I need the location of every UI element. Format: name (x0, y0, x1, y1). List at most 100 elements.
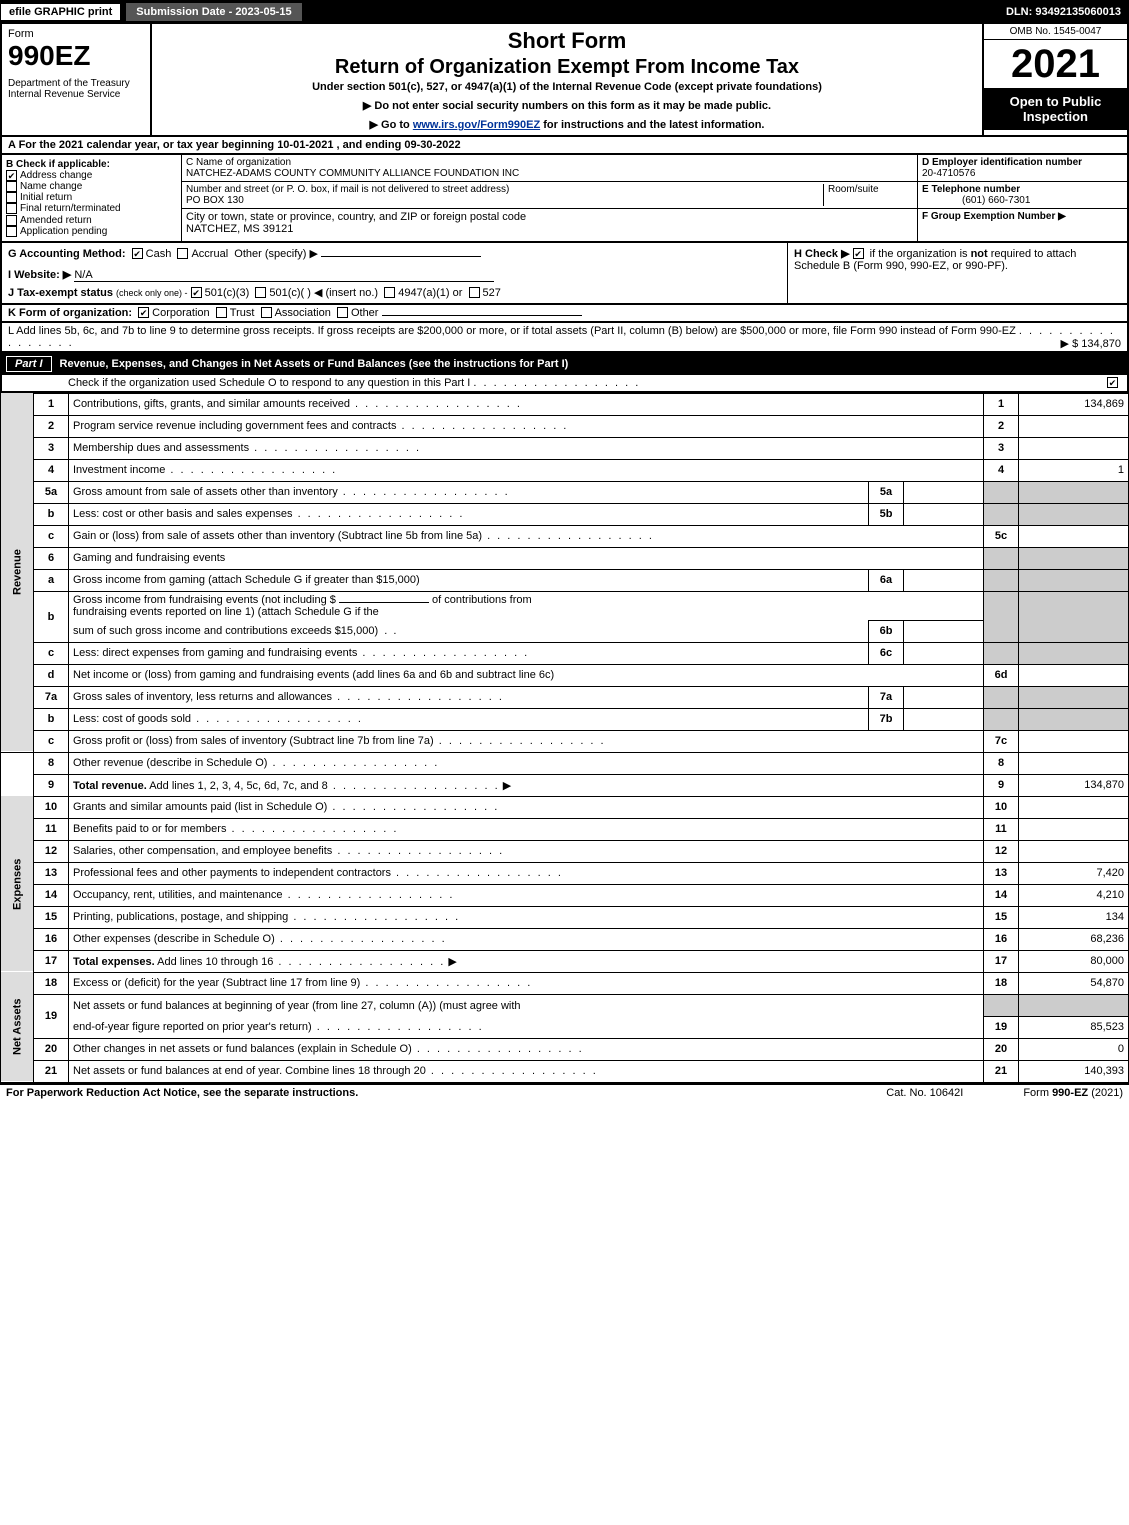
chk-final-label: Final return/terminated (20, 204, 121, 215)
row-4: 4 Investment income 4 1 (1, 459, 1129, 481)
desc-19b: end-of-year figure reported on prior yea… (73, 1021, 312, 1033)
footer-left: For Paperwork Reduction Act Notice, see … (6, 1087, 358, 1099)
j-4947: 4947(a)(1) or (398, 287, 462, 299)
ln-9: 9 (34, 774, 69, 796)
desc-6b-1: Gross income from fundraising events (no… (73, 594, 336, 606)
row-7a: 7a Gross sales of inventory, less return… (1, 686, 1129, 708)
chk-final[interactable] (6, 203, 17, 214)
desc-5b: Less: cost or other basis and sales expe… (73, 508, 293, 520)
ln-19: 19 (34, 994, 69, 1038)
phone-label: E Telephone number (922, 184, 1020, 195)
expenses-label: Expenses (1, 796, 34, 972)
amt-1: 134,869 (1019, 393, 1129, 415)
chk-h[interactable]: ✔ (853, 248, 864, 259)
chk-cash[interactable]: ✔ (132, 248, 143, 259)
chk-501c[interactable] (255, 287, 266, 298)
part-i-check-text: Check if the organization used Schedule … (68, 377, 470, 389)
amt-14: 4,210 (1019, 884, 1129, 906)
iamt-5a (904, 481, 984, 503)
warning-goto: ▶ Go to www.irs.gov/Form990EZ for instru… (160, 118, 974, 131)
g-other-label: Other (specify) ▶ (234, 248, 318, 260)
k-trust: Trust (230, 307, 255, 319)
chk-name[interactable] (6, 181, 17, 192)
row-14: 14 Occupancy, rent, utilities, and maint… (1, 884, 1129, 906)
box-3: 3 (984, 437, 1019, 459)
desc-21: Net assets or fund balances at end of ye… (73, 1065, 426, 1077)
amt-18: 54,870 (1019, 972, 1129, 994)
desc-14: Occupancy, rent, utilities, and maintena… (73, 889, 283, 901)
chk-4947[interactable] (384, 287, 395, 298)
row-19a: 19 Net assets or fund balances at beginn… (1, 994, 1129, 1016)
irs-label: Internal Revenue Service (8, 89, 144, 100)
k-corp: Corporation (152, 307, 209, 319)
chk-trust[interactable] (216, 307, 227, 318)
row-20: 20 Other changes in net assets or fund b… (1, 1038, 1129, 1060)
ln-5c: c (34, 525, 69, 547)
ln-6d: d (34, 664, 69, 686)
row-5a: 5a Gross amount from sale of assets othe… (1, 481, 1129, 503)
website-value: N/A (74, 269, 494, 282)
row-17: 17 Total expenses. Add lines 10 through … (1, 950, 1129, 972)
ln-8: 8 (34, 752, 69, 774)
k-other-input[interactable] (382, 315, 582, 316)
chk-amended-label: Amended return (20, 215, 92, 226)
row-11: 11 Benefits paid to or for members 11 (1, 818, 1129, 840)
chk-cash-label: Cash (146, 248, 172, 260)
chk-initial-label: Initial return (20, 192, 72, 203)
ln-6: 6 (34, 547, 69, 569)
chk-assoc[interactable] (261, 307, 272, 318)
amt-11 (1019, 818, 1129, 840)
form-number: 990EZ (8, 40, 144, 72)
irs-link[interactable]: www.irs.gov/Form990EZ (413, 119, 540, 131)
desc-1: Contributions, gifts, grants, and simila… (73, 398, 350, 410)
chk-527[interactable] (469, 287, 480, 298)
chk-pending[interactable] (6, 226, 17, 237)
chk-initial[interactable] (6, 192, 17, 203)
ln-15: 15 (34, 906, 69, 928)
line-h: H Check ▶ ✔ if the organization is not r… (787, 243, 1127, 303)
line-i: I Website: ▶ N/A (8, 268, 781, 282)
g-other-input[interactable] (321, 256, 481, 257)
iamt-6c (904, 642, 984, 664)
org-name-label: C Name of organization (186, 157, 291, 168)
dln: DLN: 93492135060013 (1006, 6, 1129, 18)
chk-accrual[interactable] (177, 248, 188, 259)
box-1: 1 (984, 393, 1019, 415)
amt-7c (1019, 730, 1129, 752)
g-i-j-col: G Accounting Method: ✔Cash Accrual Other… (2, 243, 787, 303)
desc-7b: Less: cost of goods sold (73, 713, 191, 725)
chk-accrual-label: Accrual (191, 248, 228, 260)
amt-9: 134,870 (1019, 774, 1129, 796)
ibox-6b: 6b (869, 620, 904, 642)
ln-1: 1 (34, 393, 69, 415)
g-label: G Accounting Method: (8, 248, 126, 260)
chk-address[interactable]: ✔ (6, 170, 17, 181)
input-6b[interactable] (339, 602, 429, 603)
efile-print-label[interactable]: efile GRAPHIC print (0, 3, 121, 21)
box-4: 4 (984, 459, 1019, 481)
chk-corp[interactable]: ✔ (138, 307, 149, 318)
shade-amt-5b (1019, 503, 1129, 525)
desc-2: Program service revenue including govern… (73, 420, 396, 432)
chk-amended[interactable] (6, 215, 17, 226)
part-i-header: Part I Revenue, Expenses, and Changes in… (0, 353, 1129, 375)
open-inspection: Open to Public Inspection (984, 88, 1127, 130)
street-value: PO BOX 130 (186, 195, 244, 206)
row-16: 16 Other expenses (describe in Schedule … (1, 928, 1129, 950)
shade-7a (984, 686, 1019, 708)
chk-501c3[interactable]: ✔ (191, 287, 202, 298)
chk-address-label: Address change (20, 170, 92, 181)
shade-amt-6 (1019, 547, 1129, 569)
ln-11: 11 (34, 818, 69, 840)
box-19: 19 (984, 1016, 1019, 1038)
box-9: 9 (984, 774, 1019, 796)
amt-16: 68,236 (1019, 928, 1129, 950)
city-block: City or town, state or province, country… (182, 209, 917, 237)
shade-amt-6a (1019, 569, 1129, 591)
chk-schedule-o[interactable]: ✔ (1107, 377, 1118, 388)
form-header: Form 990EZ Department of the Treasury In… (0, 24, 1129, 137)
form-label: Form (8, 28, 144, 40)
row-6c: c Less: direct expenses from gaming and … (1, 642, 1129, 664)
chk-other-org[interactable] (337, 307, 348, 318)
j-501c: 501(c)( ) ◀ (insert no.) (269, 287, 378, 299)
